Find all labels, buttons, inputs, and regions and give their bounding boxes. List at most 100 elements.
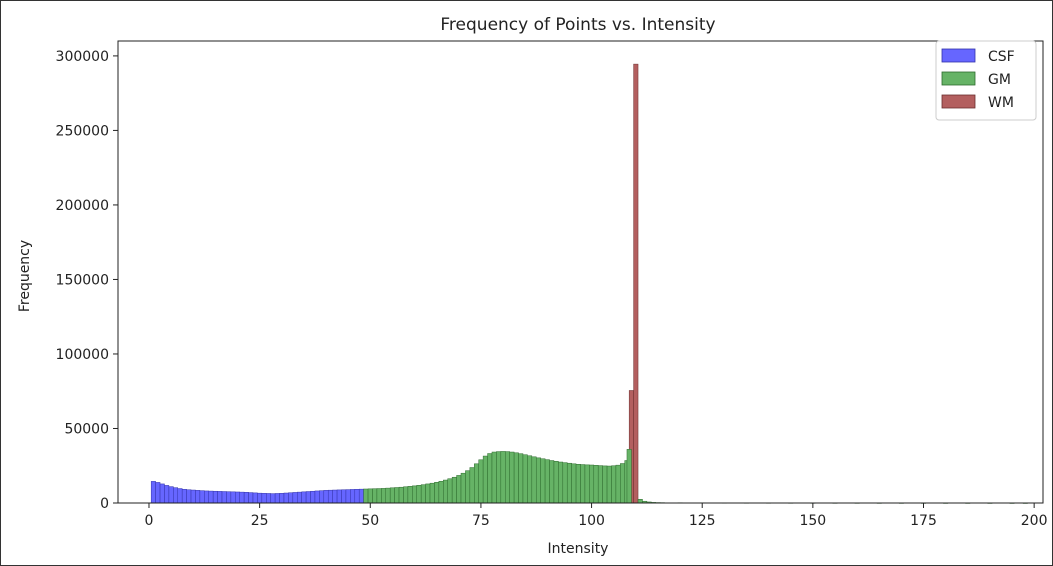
bar-gm-90 [544,459,550,504]
x-tick-label: 50 [361,513,379,529]
bar-gm-51 [372,488,378,504]
x-axis-label: Intensity [548,541,609,557]
bar-gm-102 [597,465,603,504]
bar-gm-72 [465,470,471,504]
x-tick-label: 75 [472,513,490,529]
bar-gm-87 [531,456,537,504]
bar-gm-49 [363,488,369,504]
x-tick-label: 125 [689,513,716,529]
bar-csf-29 [274,493,280,504]
plot-area-border [117,40,1044,504]
bar-gm-101 [593,465,599,504]
bar-gm-78 [491,451,497,504]
y-tick-label: 100000 [56,347,109,363]
bar-gm-60 [412,485,418,504]
bar-gm-88 [535,457,541,504]
bar-csf-31 [283,492,289,504]
bar-gm-61 [416,485,422,504]
bar-gm-77 [487,453,493,504]
bar-gm-55 [389,487,395,504]
bar-gm-91 [549,460,555,504]
bar-csf-44 [341,489,347,504]
bar-gm-74 [474,463,479,504]
bar-gm-107 [620,463,626,504]
bar-csf-6 [173,487,179,504]
bar-gm-75 [478,459,484,504]
bar-csf-10 [190,489,196,504]
bar-csf-4 [164,485,170,504]
bar-gm-68 [447,478,453,504]
x-tick-label: 25 [251,513,269,529]
bar-csf-37 [310,490,316,504]
legend-label-wm: WM [988,95,1014,111]
bar-csf-27 [266,493,271,504]
bar-csf-18 [226,491,232,504]
bar-gm-86 [527,455,533,504]
bar-csf-16 [217,491,223,504]
legend-swatch-gm [941,71,976,86]
bar-csf-32 [288,492,294,504]
bar-csf-22 [243,492,249,504]
bar-gm-81 [505,451,510,504]
bar-csf-46 [350,489,356,504]
bar-csf-47 [354,489,360,504]
bar-gm-79 [496,451,502,504]
x-tick-label: 150 [799,513,826,529]
x-tick-label: 200 [1021,513,1048,529]
bar-gm-98 [580,464,586,504]
bar-csf-8 [181,489,187,504]
legend-swatch-csf [941,48,976,63]
bar-gm-105 [611,465,617,504]
bar-gm-85 [522,454,528,504]
bar-gm-67 [443,479,448,504]
y-tick-label: 200000 [56,198,109,214]
bar-csf-45 [345,489,351,504]
bar-csf-19 [230,491,236,504]
bar-csf-33 [292,492,298,504]
bar-gm-58 [403,486,409,504]
bar-series3-108.5 [626,449,632,504]
bar-gm-64 [429,482,435,504]
bar-csf-48 [358,488,364,504]
bar-csf-28 [270,493,276,504]
bar-gm-94 [562,462,568,504]
bar-csf-30 [279,493,285,504]
bar-gm-73 [469,467,475,504]
axes-layer: 0 25 50 75 100 125 150 175 200 0 50000 100000 150000… [56,40,1048,529]
bar-csf-12 [199,490,205,504]
y-axis-label: Frequency [17,240,33,312]
bar-csf-40 [323,490,329,504]
bar-gm-96 [571,463,577,504]
bar-gm-97 [575,464,581,504]
bar-gm-52 [376,488,382,504]
y-tick-label: 50000 [64,421,109,437]
legend-label-csf: CSF [988,49,1015,65]
bar-gm-63 [425,483,431,504]
bar-gm-71 [460,472,466,504]
bar-gm-103 [602,465,608,504]
bar-gm-57 [398,486,404,504]
bar-series3-111 [637,499,643,504]
bar-gm-89 [540,458,546,504]
bar-gm-70 [456,475,462,504]
bar-gm-66 [438,480,444,504]
bar-csf-11 [195,490,201,504]
bar-csf-7 [177,488,183,504]
legend-label-gm: GM [988,72,1011,88]
bar-csf-9 [186,489,192,504]
bar-wm-110 [633,63,639,504]
y-tick-label: 0 [100,496,109,512]
bar-csf-13 [204,490,209,504]
bar-gm-92 [553,461,559,504]
bar-csf-21 [239,491,245,504]
bar-csf-24 [252,492,258,504]
bar-csf-42 [332,489,338,504]
bar-csf-38 [314,490,320,504]
bar-gm-69 [451,476,457,504]
bar-gm-65 [434,482,440,504]
bar-csf-35 [301,491,307,504]
bar-csf-26 [261,493,267,504]
bar-csf-3 [159,483,165,504]
